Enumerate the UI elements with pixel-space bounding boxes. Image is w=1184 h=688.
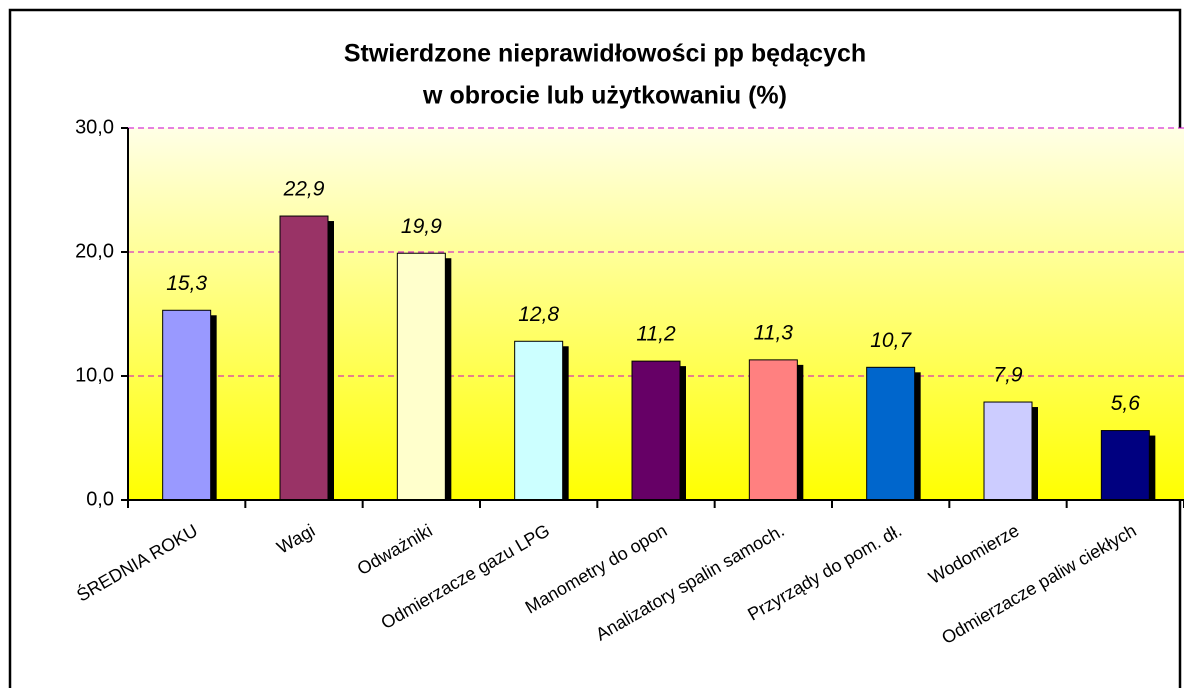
data-label: 11,2 [636,323,676,346]
chart-title: w obrocie lub użytkowaniu (%) [422,82,787,110]
bar [514,340,564,501]
data-label: 12,8 [518,303,559,326]
y-tick-label: 30,0 [75,116,114,138]
bar [983,401,1033,501]
y-tick-label: 20,0 [75,240,114,262]
bar [631,360,681,501]
chart-title: Stwierdzone nieprawidłowości pp będących [344,40,866,68]
bar [162,309,212,501]
bar [748,359,798,501]
bar [866,366,916,501]
bar [279,215,329,501]
bar [396,252,446,501]
data-label: 7,9 [993,364,1023,387]
y-tick-label: 10,0 [75,364,114,386]
data-label: 22,9 [283,178,325,201]
data-label: 15,3 [166,272,207,295]
bar [1100,430,1150,501]
data-label: 5,6 [1111,392,1141,415]
data-label: 10,7 [870,329,912,352]
y-tick-label: 0,0 [86,488,114,510]
data-label: 19,9 [401,215,442,238]
data-label: 11,3 [754,321,794,344]
